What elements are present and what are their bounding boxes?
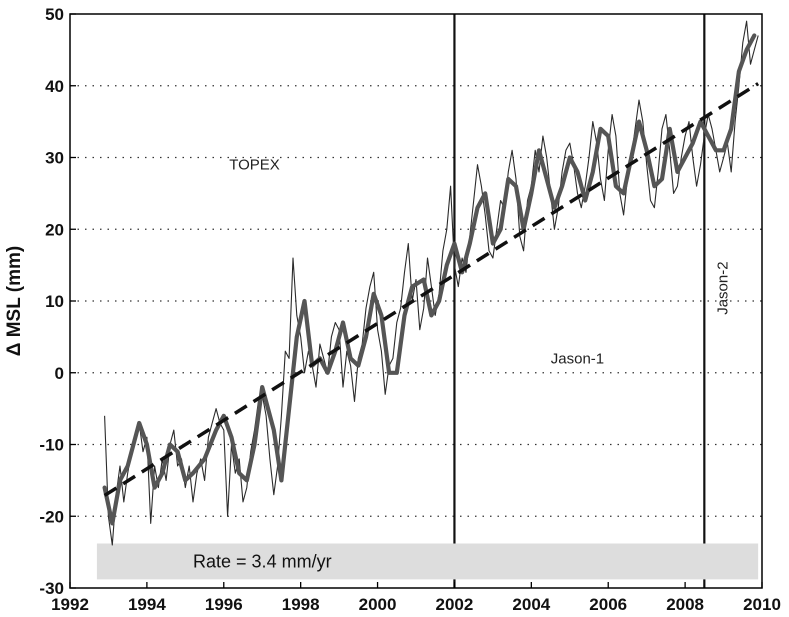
trend-line: [103, 82, 760, 497]
x-tick-label: 1996: [205, 595, 243, 614]
y-tick-label: 0: [55, 364, 64, 383]
y-tick-label: 40: [45, 77, 64, 96]
rate-annotation: Rate = 3.4 mm/yr: [96, 543, 759, 580]
y-tick-label: -20: [39, 507, 64, 526]
y-tick-label: 30: [45, 149, 64, 168]
y-tick-label: 20: [45, 220, 64, 239]
x-tick-label: 2000: [359, 595, 397, 614]
rate-band: [96, 543, 759, 580]
mission-label-topex: TOPEX: [229, 157, 280, 174]
y-tick-label: -10: [39, 436, 64, 455]
mission-labels: TOPEX Jason-1 Jason-2: [229, 157, 731, 368]
x-tick-label: 2008: [666, 595, 704, 614]
x-axis-ticks: 1992 1994 1996 1998 2000 2002 2004 2006 2008 2010: [51, 582, 781, 614]
y-axis-ticks: -30 -20 -10 0 10 20 30 40 50: [39, 5, 76, 598]
x-tick-label: 1998: [282, 595, 320, 614]
mission-label-jason-1: Jason-1: [551, 350, 604, 367]
series-smoothed-line: [102, 33, 757, 526]
x-tick-label: 2002: [436, 595, 474, 614]
y-axis-label: Δ MSL (mm): [4, 246, 25, 356]
trend-line-group: [103, 82, 760, 497]
y-tick-label: 50: [45, 5, 64, 24]
gridlines: [70, 85, 762, 517]
data-series: [102, 20, 759, 546]
x-tick-label: 1992: [51, 595, 89, 614]
y-tick-label: 10: [45, 292, 64, 311]
series-raw-line: [104, 20, 759, 546]
x-tick-label: 2006: [589, 595, 627, 614]
mission-boundaries: [453, 14, 706, 588]
rate-label: Rate = 3.4 mm/yr: [193, 551, 332, 571]
mission-label-jason-2: Jason-2: [714, 261, 731, 314]
x-tick-label: 1994: [128, 595, 166, 614]
x-tick-label: 2010: [743, 595, 781, 614]
y-tick-label: -30: [39, 579, 64, 598]
x-tick-label: 2004: [512, 595, 550, 614]
